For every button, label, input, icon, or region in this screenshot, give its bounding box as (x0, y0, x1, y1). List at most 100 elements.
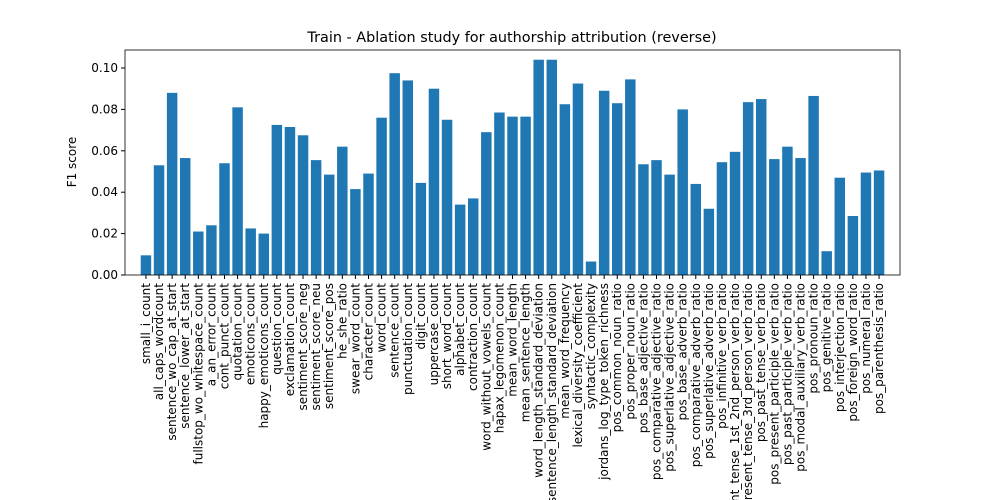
x-tick-label: small_i_count (139, 283, 153, 364)
x-tick-label: sentiment_score_neg (296, 283, 310, 411)
bar (219, 163, 230, 275)
bar (795, 158, 806, 275)
bar (808, 95, 819, 275)
x-tick-label: uppercase_count (427, 283, 441, 386)
bar (166, 92, 178, 275)
bar (323, 174, 335, 275)
bar (585, 261, 597, 275)
bar (376, 117, 387, 275)
bar (520, 116, 531, 275)
x-tick-label: sentence_count (388, 283, 402, 378)
bar (834, 177, 846, 275)
bar (428, 88, 440, 275)
x-tick-label: punctuation_count (401, 283, 415, 395)
bar (638, 164, 649, 275)
x-tick-label: emoticons_count (244, 283, 258, 385)
plot-frame (124, 49, 901, 276)
bar (533, 59, 544, 276)
bar (546, 59, 558, 276)
bar (559, 104, 571, 275)
bar (716, 162, 728, 275)
bar (232, 107, 243, 276)
x-tick-label: short_word_count (440, 283, 454, 389)
bar (507, 116, 518, 275)
bar (297, 135, 309, 275)
x-tick-label: mean_sentence_length (519, 283, 533, 422)
bar (755, 99, 767, 275)
x-tick-label: pos_superlative_adverb_ratio (702, 283, 716, 459)
bar (664, 174, 675, 275)
bar (782, 146, 793, 275)
bar (494, 112, 505, 275)
x-tick-label: pos_present_tense_3rd_person_verb_ratio (741, 283, 755, 500)
x-tick-label: word_length_standard_deviation (532, 283, 546, 478)
bar (153, 165, 165, 275)
bar (703, 208, 715, 275)
bar (454, 204, 466, 275)
bar (611, 103, 623, 275)
x-tick-label: swear_word_count (348, 283, 362, 394)
bar (860, 172, 872, 275)
bar (481, 132, 492, 275)
bar (742, 102, 754, 275)
x-tick-label: character_count (361, 283, 375, 381)
x-tick-label: jordans_log_type_token_richness (597, 283, 611, 481)
bar (441, 119, 453, 275)
bar (651, 160, 662, 275)
y-tick-label: 0.02 (91, 227, 118, 241)
x-tick-label: pos_past_tense_verb_ratio (754, 283, 768, 442)
x-tick-label: pos_parenthesis_ratio (872, 283, 886, 414)
bar (140, 255, 152, 275)
x-tick-label: pos_present_participle_verb_ratio (767, 283, 781, 485)
x-tick-label: pos_pronoun_ratio (807, 283, 821, 394)
x-tick-label: sentiment_score_pos (322, 283, 336, 409)
x-tick-label: alphabet_count (453, 283, 467, 376)
bar (206, 225, 217, 275)
bar (415, 182, 427, 275)
x-tick-label: pos_comparative_adjective_ratio (650, 283, 664, 480)
x-tick-label: pos_genitive_ratio (820, 283, 834, 392)
x-tick-label: question_count (270, 283, 284, 375)
bar (729, 151, 741, 275)
bar (363, 173, 374, 275)
bar (193, 231, 204, 275)
bar (625, 79, 636, 275)
x-tick-label: digit_count (414, 283, 428, 350)
bar (258, 233, 270, 275)
bar (337, 146, 348, 275)
x-tick-label: mean_word_frequency (558, 283, 572, 419)
x-tick-label: happy_emoticons_count (257, 283, 271, 429)
x-tick-label: quotation_count (231, 283, 245, 381)
bar (284, 127, 296, 276)
y-tick-label: 0.08 (91, 102, 118, 116)
y-tick-label: 0.06 (91, 144, 118, 158)
x-tick-label: pos_base_adverb_ratio (676, 283, 690, 421)
x-tick-label: sentence_length_standard_deviation (545, 283, 559, 500)
bar (179, 158, 191, 275)
bar (769, 159, 780, 275)
x-tick-label: pos_proper_noun_ratio (623, 283, 637, 420)
y-tick-label: 0.10 (91, 61, 118, 75)
x-tick-label: hapax_legomenon_count (492, 283, 506, 433)
x-tick-label: syntactic_complexity (584, 283, 598, 409)
x-tick-label: sentence_wo_cap_at_start (165, 283, 179, 441)
x-tick-label: pos_comparative_adverb_ratio (689, 283, 703, 467)
x-tick-label: fullstop_wo_whitespace_count (191, 283, 205, 465)
x-tick-label: cont_punct_count (217, 283, 231, 390)
x-tick-label: a_an_error_count (204, 283, 218, 387)
y-tick-label: 0.04 (91, 185, 118, 199)
x-tick-label: pos_interjection_ratio (833, 283, 847, 412)
bar (572, 83, 584, 276)
y-tick-label: 0.00 (91, 268, 118, 282)
y-axis-label: F1 score (65, 137, 79, 188)
x-tick-label: pos_foreign_word_ratio (846, 283, 860, 422)
bar (677, 109, 688, 276)
bar (821, 251, 832, 275)
x-tick-label: pos_superlative_adjective_ratio (663, 283, 677, 472)
bar (350, 189, 361, 275)
x-tick-label: pos_numeral_ratio (859, 283, 873, 394)
x-tick-label: word_without_vowels_count (479, 283, 493, 451)
x-tick-label: lexical_diversity_coefficient (571, 283, 585, 448)
x-tick-label: sentence_lower_at_start (178, 283, 192, 429)
